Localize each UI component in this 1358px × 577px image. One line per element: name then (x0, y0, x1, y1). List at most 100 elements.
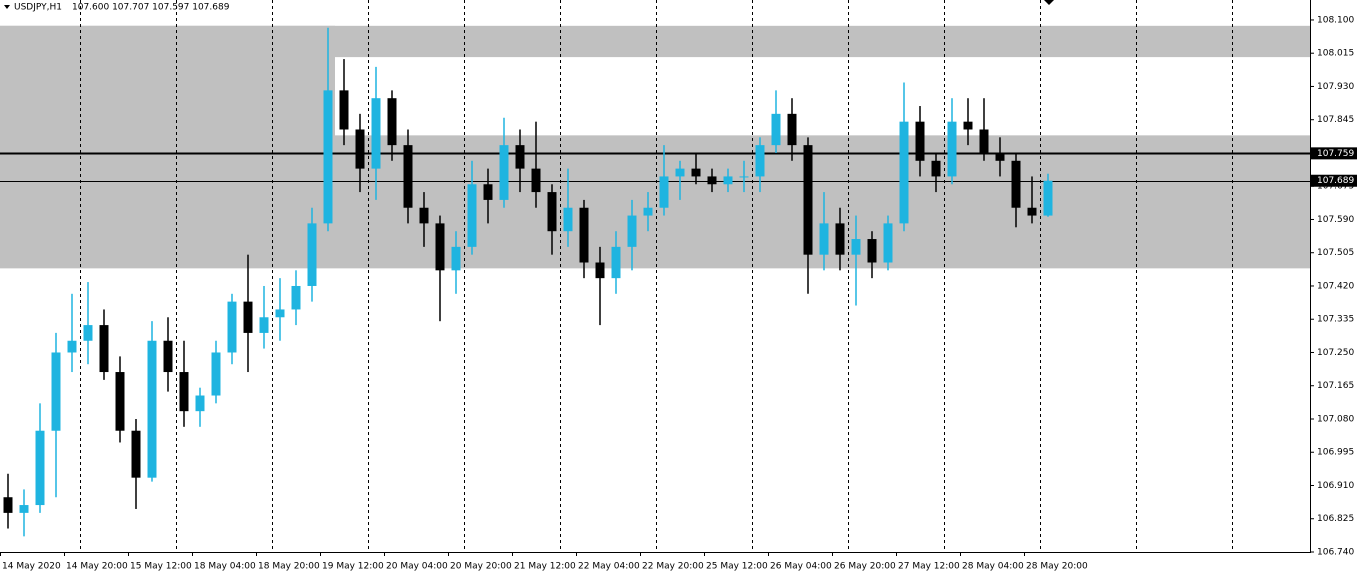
zone (0, 25, 335, 269)
candle-body (915, 121, 925, 161)
candle-body (1011, 160, 1021, 208)
candle-body (355, 129, 365, 169)
x-tick-label: 19 May 12:00 (322, 562, 384, 572)
candle-body (211, 352, 221, 396)
candle-body (323, 90, 333, 224)
candle-body (947, 121, 957, 177)
y-tick-label: 106.995 (1317, 448, 1354, 458)
x-tick-label: 21 May 12:00 (514, 562, 576, 572)
price-box-label: 107.689 (1317, 176, 1354, 186)
x-tick-label: 28 May 04:00 (962, 562, 1024, 572)
y-tick-label: 107.080 (1317, 414, 1354, 424)
candle-body (51, 352, 61, 431)
candle-body (819, 223, 829, 255)
candle-body (883, 223, 893, 263)
y-tick-label: 107.845 (1317, 115, 1354, 125)
y-tick-label: 107.930 (1317, 82, 1354, 92)
y-tick-label: 107.590 (1317, 215, 1354, 225)
price-box (1311, 147, 1357, 160)
ohlc-text: 107.600 107.707 107.597 107.689 (72, 3, 230, 13)
candle-body (531, 168, 541, 193)
x-tick-label: 22 May 04:00 (578, 562, 640, 572)
candle-body (467, 184, 477, 247)
candle-body (675, 168, 685, 177)
candle-body (275, 309, 285, 318)
candle-body (515, 145, 525, 169)
candle-body (787, 113, 797, 146)
candle-body (771, 113, 781, 146)
y-tick-label: 106.825 (1317, 514, 1354, 524)
menu-arrow[interactable] (4, 5, 10, 9)
candle-body (851, 239, 861, 255)
candle-body (1027, 207, 1037, 216)
candle-body (867, 239, 877, 263)
x-tick-label: 20 May 04:00 (386, 562, 448, 572)
candle-body (563, 207, 573, 232)
candle-body (147, 340, 157, 478)
candle-body (739, 176, 749, 178)
candle-body (451, 246, 461, 271)
candle-body (19, 505, 29, 513)
x-tick-label: 20 May 20:00 (450, 562, 512, 572)
candle-body (371, 98, 381, 169)
y-tick-label: 108.015 (1317, 49, 1354, 59)
candle-body (243, 301, 253, 333)
time-axis-bg (0, 553, 1358, 577)
candle-body (99, 325, 109, 373)
candle-body (659, 176, 669, 208)
candle-body (179, 372, 189, 412)
marker (1044, 0, 1054, 5)
x-tick-label: 15 May 12:00 (130, 562, 192, 572)
y-tick-label: 108.100 (1317, 15, 1354, 25)
price-box (1311, 174, 1357, 187)
candle-body (707, 176, 717, 185)
candle-body (899, 121, 909, 224)
price-axis-bg (1310, 0, 1358, 577)
candle-body (339, 90, 349, 130)
candle-body (579, 207, 589, 263)
candle-body (403, 145, 413, 208)
candle-body (195, 395, 205, 412)
y-tick-label: 106.740 (1317, 548, 1354, 558)
candle-body (259, 317, 269, 333)
x-tick-label: 28 May 20:00 (1026, 562, 1088, 572)
x-tick-label: 25 May 12:00 (706, 562, 768, 572)
x-tick-label: 26 May 04:00 (770, 562, 832, 572)
y-tick-label: 107.250 (1317, 348, 1354, 358)
candle-body (131, 430, 141, 478)
x-tick-label: 26 May 20:00 (834, 562, 896, 572)
candle-body (307, 223, 317, 286)
candle-body (611, 246, 621, 279)
x-tick-label: 14 May 2020 (2, 562, 61, 572)
candle-body (435, 223, 445, 271)
y-tick-label: 107.505 (1317, 248, 1354, 258)
candle-body (595, 262, 605, 279)
candle-body (979, 129, 989, 153)
candle-body (835, 223, 845, 255)
candle-body (963, 121, 973, 130)
candle-body (803, 145, 813, 255)
candle-body (419, 207, 429, 224)
y-tick-label: 107.420 (1317, 281, 1354, 291)
y-tick-label: 107.335 (1317, 315, 1354, 325)
candle-body (35, 430, 45, 506)
price-box-label: 107.759 (1317, 149, 1354, 159)
candle-body (387, 98, 397, 146)
candle-body (547, 192, 557, 232)
candle-body (643, 207, 653, 216)
candle-body (931, 160, 941, 177)
candle-body (227, 301, 237, 353)
x-tick-label: 18 May 04:00 (194, 562, 256, 572)
candle-body (115, 372, 125, 431)
y-tick-label: 107.165 (1317, 381, 1354, 391)
candle-body (755, 145, 765, 177)
x-tick-label: 18 May 20:00 (258, 562, 320, 572)
candle-body (499, 145, 509, 200)
candle-body (67, 340, 77, 353)
candle-body (291, 285, 301, 310)
candle-body (3, 497, 13, 513)
zone (0, 25, 1310, 58)
candle-body (723, 176, 733, 185)
candle-body (163, 340, 173, 373)
